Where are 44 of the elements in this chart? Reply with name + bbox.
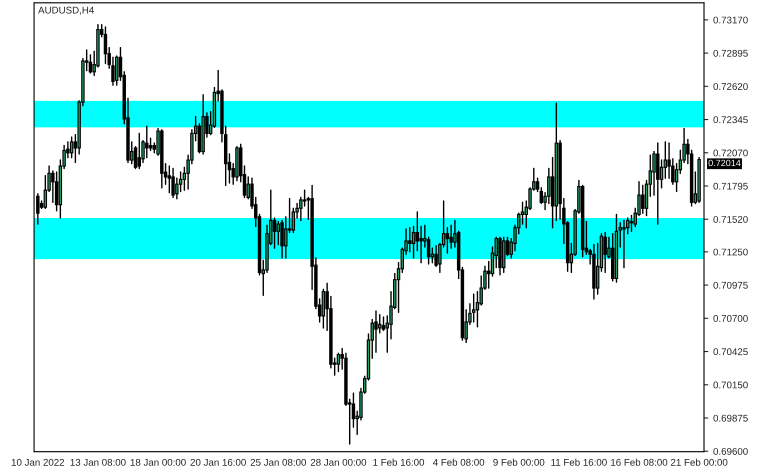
x-tick-label: 1 Feb 16:00: [373, 458, 424, 466]
y-tick-label: 0.70975: [713, 282, 748, 289]
candlestick: [641, 184, 644, 214]
candlestick: [408, 227, 412, 253]
y-tick-label: 0.70700: [713, 315, 748, 322]
y-tick-label: 0.69875: [713, 414, 748, 422]
y-tick-label: 0.71795: [713, 182, 748, 190]
candlestick: [148, 138, 152, 152]
x-tick-label: 18 Jan 00:00: [130, 458, 186, 466]
y-tick-label: 0.72070: [713, 150, 748, 156]
y-tick-label: 0.71520: [713, 216, 748, 223]
candlestick: [622, 220, 626, 268]
y-tick-label: 0.70425: [713, 348, 748, 356]
candlestick: [419, 226, 423, 264]
x-tick-label: 16 Feb 08:00: [611, 458, 668, 466]
x-tick-label: 25 Jan 08:00: [250, 458, 306, 466]
y-tick-label: 0.72620: [713, 83, 748, 90]
x-tick-label: 28 Jan 00:00: [310, 458, 366, 466]
x-tick-label: 10 Jan 2022: [12, 458, 64, 466]
candlestick: [652, 150, 656, 196]
y-tick-label: 0.69600: [713, 448, 748, 455]
candlestick: [145, 126, 149, 158]
x-tick-label: 21 Feb 00:00: [670, 458, 728, 466]
y-tick-label: 0.71250: [713, 248, 748, 256]
y-tick-label: 0.73170: [713, 16, 748, 24]
candlestick: [280, 220, 284, 259]
candlestick: [276, 220, 280, 246]
candlestick: [603, 232, 607, 274]
candlestick: [171, 168, 175, 198]
x-tick-label: 11 Feb 16:00: [551, 458, 607, 466]
y-tick-label: 0.72345: [713, 116, 748, 124]
y-tick-label: 0.70150: [713, 382, 748, 388]
chart-title: AUDUSD,H4: [38, 6, 94, 15]
y-tick-label: 0.72895: [713, 50, 748, 57]
candlestick: [446, 227, 450, 254]
x-tick-label: 9 Feb 00:00: [493, 458, 544, 466]
x-tick-label: 4 Feb 08:00: [432, 458, 484, 466]
candlestick: [138, 132, 141, 170]
candlestick: [630, 214, 634, 232]
x-tick-label: 13 Jan 08:00: [70, 458, 126, 466]
candlestick: [272, 217, 276, 249]
text: 0.72014: [708, 160, 741, 166]
candlestick: [378, 314, 382, 334]
x-tick-label: 20 Jan 16:00: [190, 458, 246, 466]
